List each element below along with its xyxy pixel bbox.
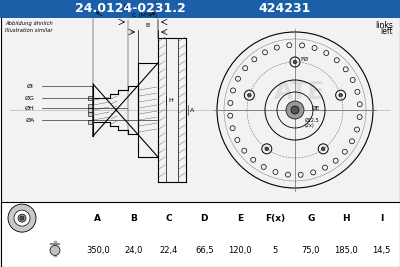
Bar (88, 96, 93, 100)
Text: ØA: ØA (25, 117, 35, 123)
Text: D: D (123, 4, 128, 9)
Bar (0, 0, 400, 18)
Text: ØH: ØH (25, 105, 35, 111)
Text: 24,0: 24,0 (124, 246, 142, 255)
Text: 424231: 424231 (259, 2, 311, 15)
Text: C (MTH): C (MTH) (132, 13, 158, 18)
Text: I: I (380, 214, 384, 223)
Text: 185,0: 185,0 (334, 246, 358, 255)
Circle shape (286, 101, 304, 119)
Text: FØ: FØ (300, 57, 308, 61)
Bar (88, 104, 93, 108)
Bar (88, 120, 93, 124)
Text: H: H (169, 99, 173, 104)
Bar (88, 112, 93, 116)
Circle shape (339, 93, 342, 97)
Circle shape (291, 106, 299, 114)
Text: B: B (146, 23, 150, 28)
Text: A: A (190, 108, 194, 112)
Text: ØI: ØI (26, 84, 34, 88)
Text: 24.0124-0231.2: 24.0124-0231.2 (75, 2, 185, 15)
Bar (88, 108, 93, 112)
Text: 22,4: 22,4 (160, 246, 178, 255)
Circle shape (18, 214, 26, 222)
Circle shape (265, 147, 268, 151)
Bar (0, 202, 400, 266)
Text: 5: 5 (273, 246, 278, 255)
Text: G: G (307, 214, 314, 223)
Circle shape (322, 147, 325, 151)
Text: Ø12,5: Ø12,5 (305, 117, 320, 123)
Text: 120,0: 120,0 (228, 246, 252, 255)
Circle shape (20, 216, 24, 220)
Text: ØG: ØG (25, 96, 35, 100)
Text: 75,0: 75,0 (302, 246, 320, 255)
Text: ØE: ØE (312, 105, 320, 111)
Text: C: C (166, 214, 172, 223)
Text: 14,5: 14,5 (372, 246, 391, 255)
Circle shape (14, 210, 30, 226)
Text: left: left (380, 28, 393, 37)
Text: F(x): F(x) (265, 214, 285, 223)
Text: Abbildung ähnlich: Abbildung ähnlich (5, 22, 53, 26)
Text: 66,5: 66,5 (195, 246, 214, 255)
Bar (0, 18, 400, 202)
Circle shape (8, 204, 36, 232)
Text: links: links (375, 21, 393, 29)
Text: A: A (94, 214, 101, 223)
Text: Illustration similar: Illustration similar (5, 29, 52, 33)
Text: E: E (237, 214, 243, 223)
Circle shape (293, 60, 297, 64)
Text: B: B (130, 214, 137, 223)
Circle shape (248, 93, 251, 97)
Text: D: D (200, 214, 208, 223)
Text: H: H (342, 214, 350, 223)
Text: (2x): (2x) (305, 123, 315, 128)
Circle shape (50, 245, 60, 255)
Text: ATE: ATE (274, 80, 326, 104)
Text: 350,0: 350,0 (86, 246, 110, 255)
